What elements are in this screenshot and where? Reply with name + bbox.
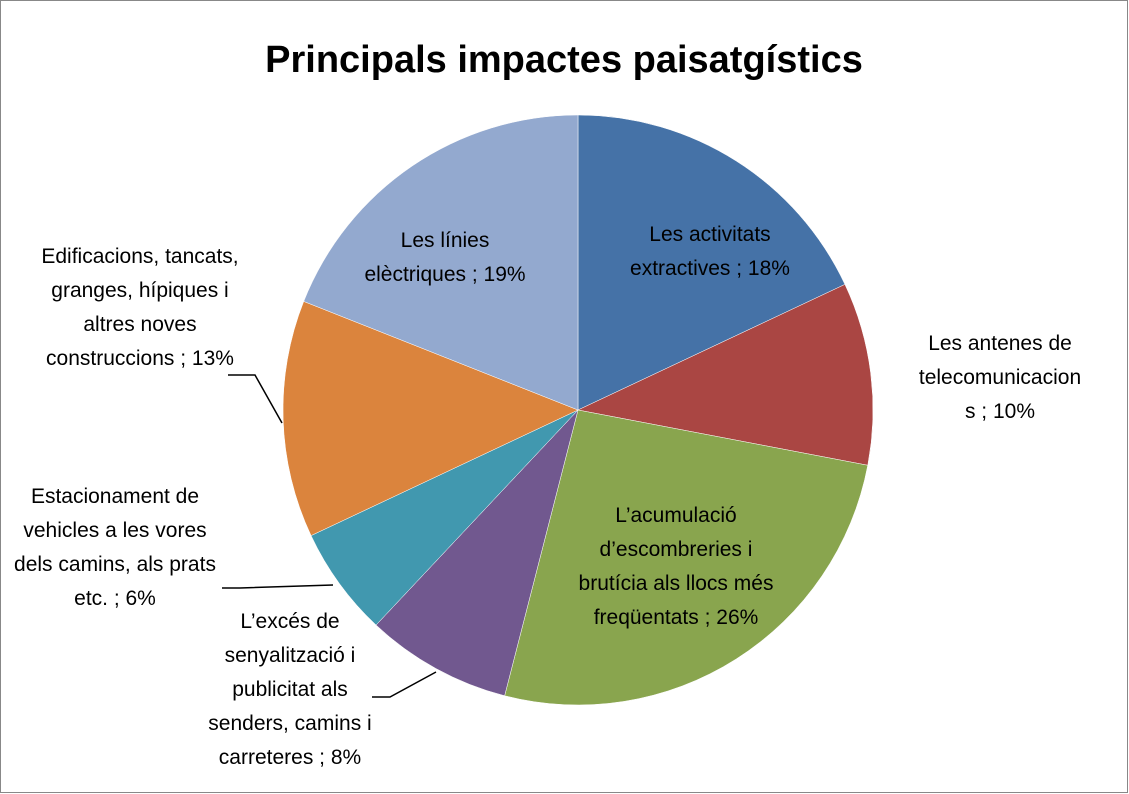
label-box: Estacionament de vehicles a les vores de…	[14, 485, 216, 610]
data-label: Estacionament de vehicles a les vores de…	[14, 485, 216, 610]
label-box: Les línies elèctriques ; 19%	[364, 229, 526, 286]
data-label: L’excés de senyalització i publicitat al…	[208, 610, 372, 769]
pie	[282, 114, 874, 706]
label-box: Edificacions, tancats, granges, hípiques…	[41, 245, 239, 370]
data-label: Les línies elèctriques ; 19%	[364, 229, 526, 286]
label-box: Les activitats extractives ; 18%	[630, 223, 790, 280]
leader-line	[372, 671, 437, 698]
pie-slice	[504, 409, 869, 706]
leader-line	[222, 584, 334, 589]
label-box: L’acumulació d’escombreries i brutícia a…	[578, 504, 774, 629]
data-label: L’acumulació d’escombreries i brutícia a…	[578, 504, 774, 629]
label-box: L’excés de senyalització i publicitat al…	[208, 610, 372, 769]
label-box: Les antenes de telecomunicacions ; 10%	[918, 332, 1082, 423]
pie-slice	[577, 284, 874, 466]
pie-slice	[282, 301, 579, 536]
leader-line	[228, 374, 283, 424]
pie-slice	[375, 409, 579, 697]
chart-title: Principals impactes paisatgístics	[265, 39, 863, 81]
data-label: Edificacions, tancats, granges, hípiques…	[41, 245, 239, 370]
data-label: Les antenes de telecomunicacions ; 10%	[918, 332, 1082, 423]
pie-slice	[577, 114, 846, 411]
data-label: Les activitats extractives ; 18%	[630, 223, 790, 280]
pie-slice	[303, 114, 579, 411]
